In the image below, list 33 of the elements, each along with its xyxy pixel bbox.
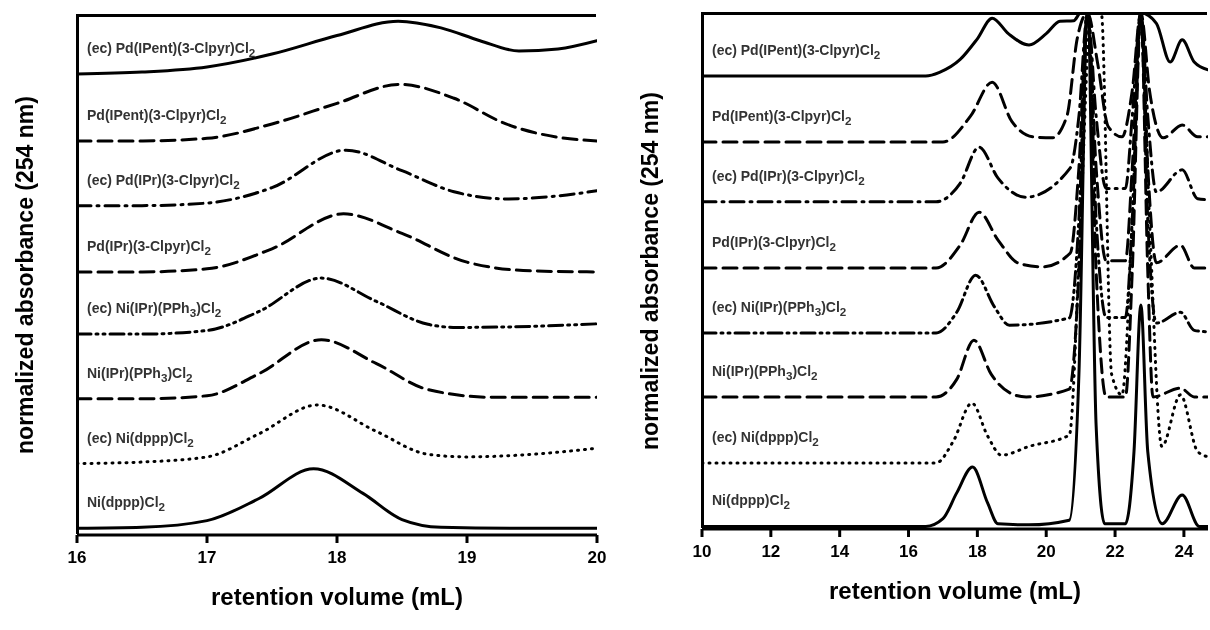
series-label: (ec) Pd(IPent)(3-Clpyr)Cl$_{2}$: [87, 40, 256, 59]
series-label: Ni(IPr)(PPh$_{3}$)Cl$_{2}$: [712, 362, 818, 382]
x-tick-label: 16: [67, 548, 87, 568]
series-label: (ec) Pd(IPent)(3-Clpyr)Cl$_{2}$: [712, 41, 881, 61]
x-tick-label: 12: [761, 542, 781, 562]
series-label: (ec) Pd(IPr)(3-Clpyr)Cl$_{2}$: [87, 171, 240, 191]
x-tick-label: 18: [967, 542, 987, 562]
x-tick-label: 16: [899, 542, 918, 562]
series-label: (ec) Ni(dppp)Cl$_{2}$: [712, 428, 819, 448]
series-label: (ec) Ni(dppp)Cl$_{2}$: [87, 429, 194, 449]
y-axis-title: normalized absorbance (254 nm): [636, 91, 664, 452]
x-axis-title: retention volume (mL): [828, 577, 1082, 605]
series-label: Ni(IPr)(PPh$_{3}$)Cl$_{2}$: [87, 364, 193, 384]
x-tick-label: 17: [197, 548, 217, 568]
x-tick-label: 20: [587, 548, 607, 568]
x-tick-label: 24: [1174, 542, 1194, 562]
y-axis-title: normalized absorbance (254 nm): [11, 95, 39, 456]
x-tick-label: 18: [327, 548, 347, 568]
series-label: (ec) Ni(IPr)(PPh$_{3}$)Cl$_{2}$: [712, 298, 847, 318]
x-tick-label: 14: [830, 542, 850, 562]
series-label: Pd(IPr)(3-Clpyr)Cl$_{2}$: [712, 233, 836, 253]
series-label: Pd(IPent)(3-Clpyr)Cl$_{2}$: [712, 108, 852, 127]
x-tick-label: 20: [1036, 542, 1056, 562]
series-label: Pd(IPent)(3-Clpyr)Cl$_{2}$: [87, 106, 227, 126]
series-label: (ec) Ni(IPr)(PPh$_{3}$)Cl$_{2}$: [87, 300, 222, 319]
x-axis-title: retention volume (mL): [210, 583, 464, 611]
series-label: Pd(IPr)(3-Clpyr)Cl$_{2}$: [87, 237, 211, 257]
x-tick-label: 22: [1105, 542, 1125, 562]
series-label: Ni(dppp)Cl$_{2}$: [712, 492, 791, 512]
x-tick-label: 10: [692, 542, 712, 562]
series-label: (ec) Pd(IPr)(3-Clpyr)Cl$_{2}$: [712, 167, 865, 187]
series-label: Ni(dppp)Cl$_{2}$: [87, 494, 166, 514]
x-tick-label: 19: [457, 548, 477, 568]
